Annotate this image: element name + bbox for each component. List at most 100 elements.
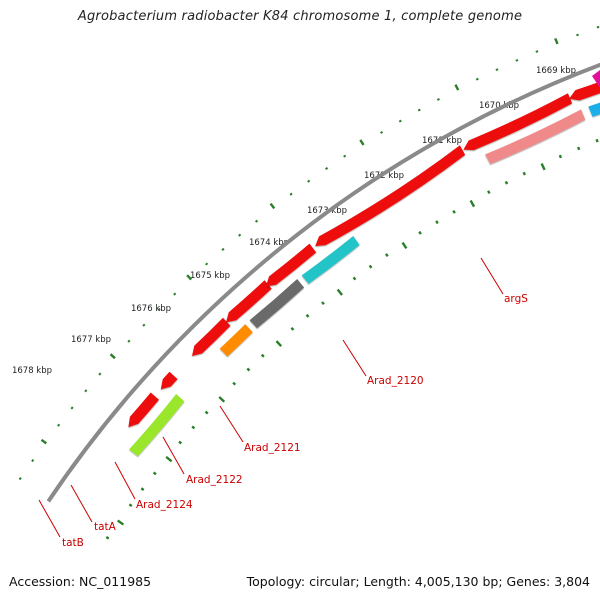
gene-features — [128, 70, 600, 457]
gene-label-arad-2124: Arad_2124 — [136, 499, 193, 511]
label-leader — [342, 339, 367, 377]
gene-label-tatb: tatB — [62, 537, 84, 549]
inner-tick — [418, 230, 422, 235]
inner-tick — [232, 381, 237, 386]
gene-feature — [265, 243, 317, 287]
outer-tick-marks — [18, 25, 600, 481]
inner-tick — [540, 163, 546, 171]
topology-text: Topology: circular; Length: 4,005,130 bp… — [246, 574, 590, 589]
gene-feature-args — [485, 109, 586, 165]
gene-feature — [225, 280, 272, 323]
inner-tick — [260, 353, 265, 358]
scale-label: 1677 kbp — [71, 335, 111, 345]
inner-tick — [165, 455, 173, 463]
gene-label-arad-2120: Arad_2120 — [367, 375, 424, 387]
scale-tick — [221, 247, 225, 251]
inner-tick — [140, 487, 145, 492]
gene-feature-arad-2124 — [219, 324, 253, 357]
gene-feature — [128, 392, 159, 428]
scale-tick — [398, 119, 402, 123]
inner-tick-marks — [105, 138, 599, 540]
scale-tick — [40, 438, 48, 445]
gene-feature — [160, 371, 178, 390]
scale-tick — [142, 323, 146, 327]
scale-label: 1675 kbp — [190, 271, 230, 281]
gene-labels: argS Arad_2120 Arad_2121 Arad_2122 Arad_2124… — [62, 293, 528, 549]
label-leader — [70, 484, 93, 523]
inner-tick — [321, 301, 325, 306]
scale-label: 1671 kbp — [422, 136, 462, 146]
gene-feature — [569, 81, 600, 101]
inner-tick — [469, 199, 476, 208]
scale-tick — [157, 307, 161, 312]
scale-tick — [18, 477, 22, 481]
gene-feature — [315, 145, 466, 247]
label-leader — [38, 499, 61, 538]
scale-tick — [359, 139, 365, 146]
inner-tick — [504, 180, 509, 185]
inner-tick — [595, 138, 599, 143]
label-leader — [480, 257, 504, 295]
gene-label-arad-2122: Arad_2122 — [186, 474, 243, 486]
scale-tick — [57, 423, 61, 427]
label-leader — [219, 405, 244, 443]
inner-tick — [246, 367, 251, 372]
inner-tick — [275, 340, 283, 348]
scale-tick — [554, 37, 559, 45]
inner-tick — [191, 425, 196, 430]
inner-tick — [290, 326, 295, 331]
inner-tick — [522, 171, 527, 176]
scale-tick — [576, 33, 579, 37]
scale-tick — [515, 58, 519, 62]
scale-tick — [98, 372, 102, 376]
scale-tick — [109, 353, 116, 360]
label-leader — [162, 436, 185, 475]
gene-label-tata: tatA — [94, 521, 117, 533]
gene-feature-arad-2121 — [301, 235, 360, 284]
scale-tick — [475, 77, 479, 81]
scale-tick — [127, 339, 131, 343]
gene-feature — [192, 317, 231, 356]
gene-label-leaders — [38, 257, 504, 538]
label-leader — [114, 461, 136, 500]
scale-tick — [417, 108, 421, 112]
scale-tick — [495, 68, 499, 72]
scale-tick — [173, 292, 177, 296]
scale-tick — [454, 84, 460, 91]
scale-tick — [186, 274, 193, 281]
map-title: Agrobacterium radiobacter K84 chromosome… — [77, 9, 523, 24]
inner-tick — [352, 276, 357, 281]
gene-feature-arad-2122 — [249, 279, 305, 329]
scale-tick — [205, 262, 209, 266]
scale-tick — [84, 389, 88, 393]
scale-tick — [70, 406, 74, 410]
inner-tick — [385, 253, 389, 257]
gene-feature-tatB — [129, 393, 185, 457]
scale-tick — [596, 25, 600, 29]
gene-label-arad-2121: Arad_2121 — [244, 442, 301, 454]
inner-tick — [558, 154, 563, 159]
inner-tick — [178, 440, 183, 445]
inner-tick — [105, 536, 110, 540]
inner-tick — [218, 396, 226, 403]
inner-tick — [487, 190, 491, 194]
accession-text: Accession: NC_011985 — [9, 574, 152, 589]
scale-tick — [254, 219, 259, 223]
scale-tick — [535, 50, 539, 53]
scale-label: 1669 kbp — [536, 66, 576, 76]
scale-tick — [307, 179, 311, 183]
inner-tick — [116, 519, 125, 526]
inner-tick — [152, 471, 157, 476]
marker-feature — [592, 70, 600, 88]
gene-feature — [463, 93, 573, 151]
scale-label: 1670 kbp — [479, 101, 519, 111]
inner-tick — [401, 241, 408, 250]
gene-feature — [588, 102, 600, 117]
scale-tick — [379, 130, 384, 134]
inner-tick — [305, 313, 310, 318]
scale-label: 1678 kbp — [12, 366, 52, 376]
scale-label: 1676 kbp — [131, 304, 171, 314]
scale-label: 1674 kbp — [249, 238, 289, 248]
scale-tick — [343, 154, 347, 158]
